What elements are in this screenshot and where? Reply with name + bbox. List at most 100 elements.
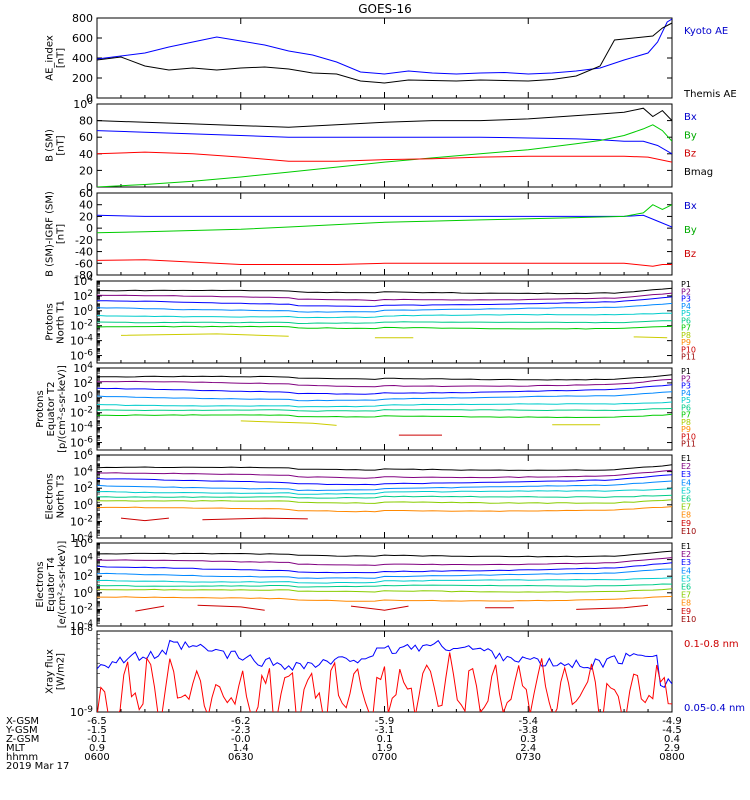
y-axis-label: North T1 bbox=[56, 300, 67, 344]
flux-channel-line bbox=[97, 464, 672, 471]
flux-segment-line bbox=[135, 605, 165, 612]
legend-label: E4 bbox=[681, 478, 691, 487]
y-tick-label: 102 bbox=[73, 289, 93, 303]
ephemeris-value: -4.5 bbox=[662, 725, 682, 736]
flux-channel-line bbox=[97, 374, 672, 381]
y-tick-label: 800 bbox=[72, 12, 93, 25]
ephemeris-value: 0.4 bbox=[664, 734, 680, 745]
legend-label: Kyoto AE bbox=[684, 26, 728, 37]
y-tick-label: 10-4 bbox=[70, 619, 93, 633]
legend-label: E10 bbox=[681, 527, 696, 536]
y-axis-label: Electrons bbox=[45, 473, 56, 519]
legend-label: E9 bbox=[681, 607, 691, 616]
ephemeris-row-label: Y-GSM bbox=[5, 725, 38, 736]
y-tick-label: 106 bbox=[73, 536, 93, 550]
panel-bsm: 0 20 40 60 80 100 B (SM) [nT] Bx By Bz Bmag bbox=[45, 97, 714, 194]
chart-title: GOES-16 bbox=[358, 2, 412, 16]
ephemeris-value: -3.8 bbox=[518, 725, 538, 736]
legend-label: E3 bbox=[681, 470, 691, 479]
legend-label: P9 bbox=[681, 425, 691, 434]
series-line-0.1-0.8nm bbox=[97, 652, 672, 712]
y-tick-label: 104 bbox=[73, 465, 93, 479]
legend-label: P1 bbox=[681, 367, 691, 376]
flux-channel-line bbox=[97, 562, 672, 574]
legend-label: 0.1-0.8 nm bbox=[684, 639, 739, 650]
plot-area bbox=[97, 287, 672, 339]
y-tick-label: 10-9 bbox=[70, 705, 93, 719]
legend-label: Bx bbox=[684, 112, 697, 123]
y-tick-label: 80 bbox=[79, 115, 93, 128]
y-tick-label: 104 bbox=[73, 274, 93, 288]
y-tick-label: 0 bbox=[86, 222, 93, 235]
flux-channel-line bbox=[97, 325, 672, 330]
ephemeris-value: -4.9 bbox=[662, 716, 682, 727]
series-line-themis-ae bbox=[97, 22, 672, 84]
plot-area bbox=[97, 204, 672, 267]
legend-label: E6 bbox=[681, 495, 691, 504]
flux-channel-line bbox=[97, 577, 672, 584]
flux-segment-line bbox=[633, 336, 668, 339]
legend-label: E5 bbox=[681, 574, 691, 583]
flux-segment-line bbox=[576, 604, 649, 610]
y-tick-label: 600 bbox=[72, 32, 93, 45]
ephemeris-footer: X-GSM -6.5 -6.2 -5.9 -5.4 -4.9 Y-GSM -1.5 -2.3 -3… bbox=[5, 716, 685, 772]
y-tick-label: 40 bbox=[79, 148, 93, 161]
y-tick-label: 10-2 bbox=[70, 602, 93, 616]
y-axis-label: Electrons bbox=[35, 561, 46, 607]
flux-channel-line bbox=[97, 391, 672, 402]
legend-label: Bz bbox=[684, 249, 696, 260]
y-tick-label: 40 bbox=[79, 199, 93, 212]
y-axis-label: Protons bbox=[45, 303, 56, 340]
y-tick-label: 104 bbox=[73, 361, 93, 375]
y-tick-label: 102 bbox=[73, 376, 93, 390]
y-tick-label: 0 bbox=[86, 181, 93, 194]
ephemeris-row-label: Z-GSM bbox=[6, 734, 39, 745]
legend-label: P5 bbox=[681, 309, 691, 318]
legend-label: E1 bbox=[681, 454, 691, 463]
legend-label: P7 bbox=[681, 411, 691, 420]
legend-label: E5 bbox=[681, 486, 691, 495]
ephemeris-value: -6.2 bbox=[231, 716, 251, 727]
flux-channel-line bbox=[97, 588, 672, 593]
series-line-kyoto-ae bbox=[97, 18, 672, 75]
y-axis-label: Xray flux bbox=[45, 649, 56, 694]
legend-label: E8 bbox=[681, 599, 691, 608]
legend-label: E3 bbox=[681, 558, 691, 567]
series-line-bx bbox=[97, 214, 672, 228]
flux-channel-line bbox=[97, 413, 672, 419]
flux-channel-line bbox=[97, 488, 672, 495]
legend-label: P8 bbox=[681, 418, 691, 427]
y-axis-label: Equator T4 bbox=[46, 557, 57, 612]
flux-channel-line bbox=[97, 499, 672, 504]
legend-label: P3 bbox=[681, 382, 691, 391]
ephemeris-value: 0630 bbox=[228, 752, 253, 763]
flux-segment-line bbox=[240, 420, 337, 426]
ephemeris-value: 0600 bbox=[84, 752, 109, 763]
legend-label: P11 bbox=[681, 440, 696, 449]
panel-xray: 10-9 10-8 Xray flux [W/m2] 0.1-0.8 nm 0.05-0.… bbox=[45, 624, 746, 719]
legend-label: P9 bbox=[681, 338, 691, 347]
legend-label: E1 bbox=[681, 542, 691, 551]
y-axis-label: AE_index bbox=[45, 35, 56, 81]
y-tick-label: -40 bbox=[75, 246, 93, 259]
series-line-bz bbox=[97, 259, 672, 267]
flux-channel-line bbox=[97, 408, 672, 412]
ephemeris-row-label: hhmm bbox=[6, 752, 38, 763]
ephemeris-row-label: MLT bbox=[6, 743, 26, 754]
ephemeris-value: -5.4 bbox=[518, 716, 538, 727]
plot-area bbox=[97, 550, 672, 612]
y-tick-label: 20 bbox=[79, 164, 93, 177]
ephemeris-value: 0.9 bbox=[89, 743, 105, 754]
plot-area bbox=[97, 18, 672, 84]
flux-channel-line bbox=[97, 302, 672, 313]
y-tick-label: 100 bbox=[73, 97, 93, 111]
ephemeris-value: 1.9 bbox=[377, 743, 393, 754]
y-tick-label: 10-6 bbox=[70, 436, 93, 450]
y-axis-label: Equator T2 bbox=[46, 382, 57, 437]
flux-channel-line bbox=[97, 557, 672, 566]
y-tick-label: 10-2 bbox=[70, 406, 93, 420]
y-tick-label: 10-4 bbox=[70, 531, 93, 545]
ephemeris-value: -6.5 bbox=[87, 716, 107, 727]
